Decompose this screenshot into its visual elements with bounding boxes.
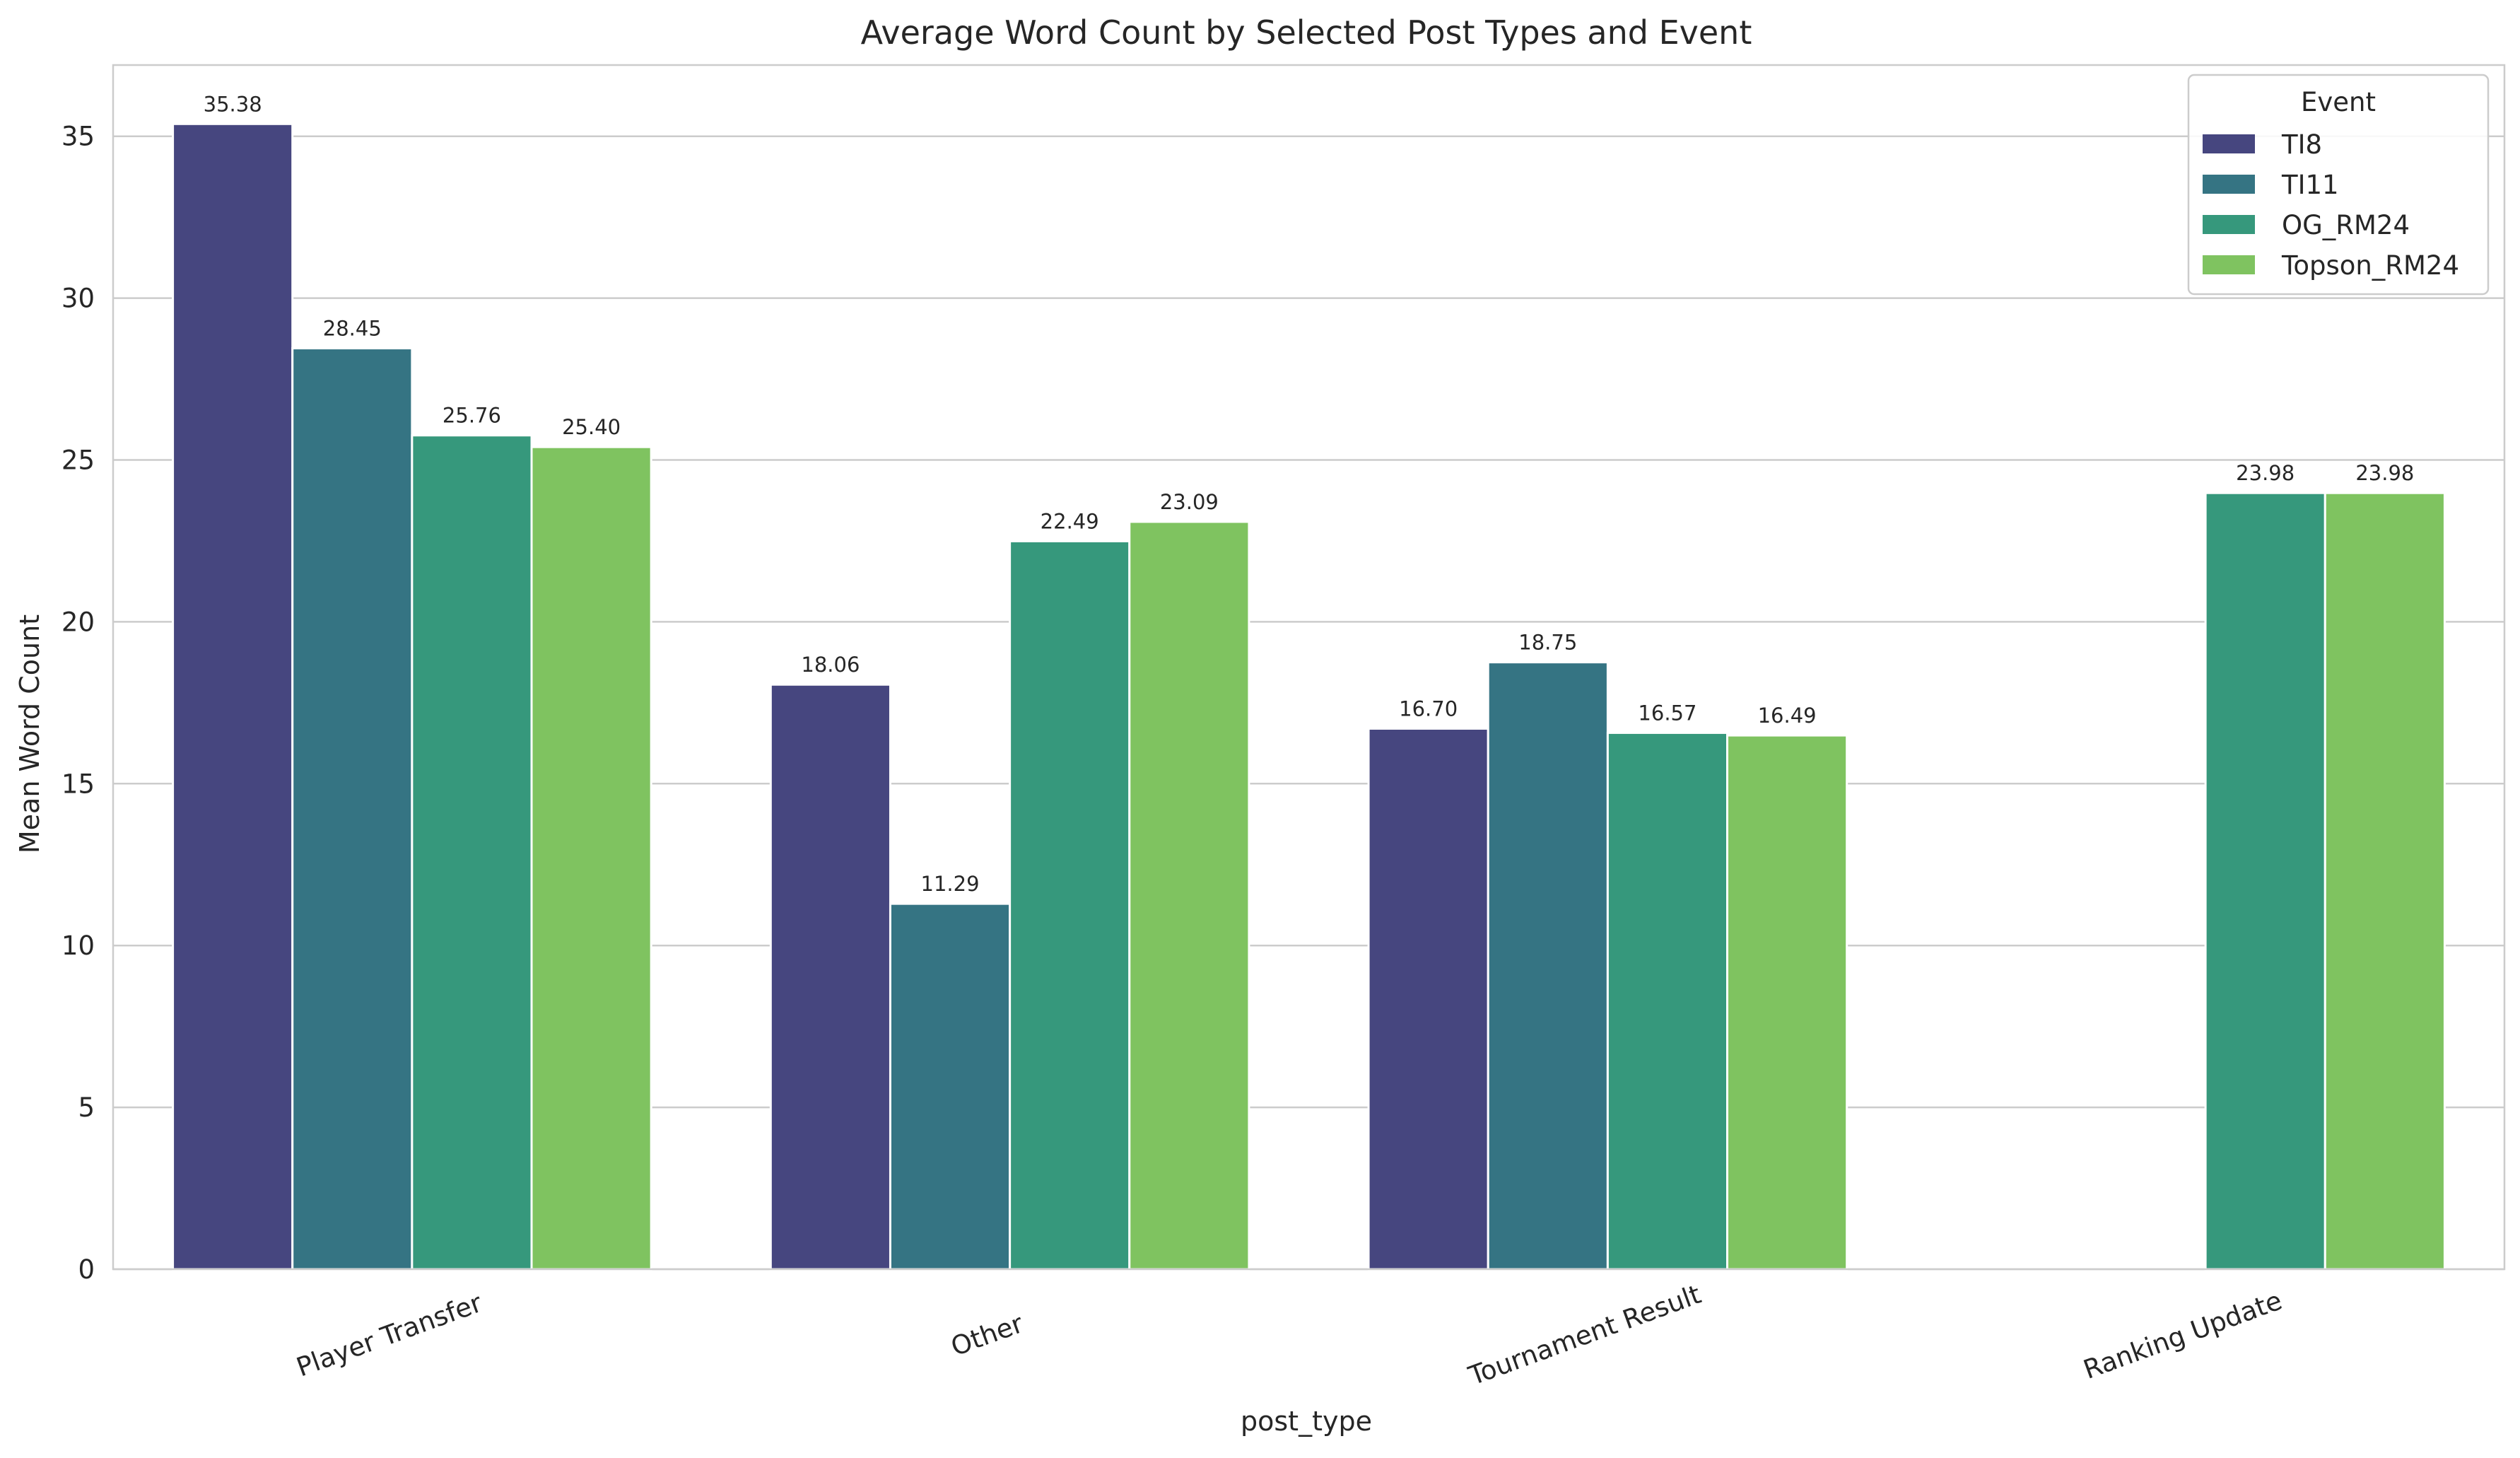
bar-topson-rm24	[530, 445, 652, 1271]
bar-topson-rm24	[2323, 491, 2446, 1271]
legend-swatch	[2203, 134, 2255, 153]
bar-value-label: 16.57	[1638, 701, 1696, 725]
bar-ti8	[172, 122, 294, 1271]
y-tick-label: 25	[61, 445, 95, 476]
bar-value-label: 16.49	[1758, 704, 1817, 728]
y-tick-label: 5	[78, 1092, 95, 1123]
bar-topson-rm24	[1128, 520, 1250, 1271]
y-tick-label: 10	[61, 931, 95, 961]
bar-value-label: 23.98	[2355, 461, 2414, 485]
plot-frame	[112, 64, 2506, 1271]
bar-value-label: 25.76	[443, 404, 501, 428]
bars	[172, 122, 2446, 1271]
bar-value-label: 28.45	[323, 317, 382, 341]
bar-og-rm24	[1009, 540, 1131, 1271]
y-axis-label: Mean Word Count	[14, 614, 45, 853]
legend-swatch	[2203, 215, 2255, 234]
legend-swatch	[2203, 175, 2255, 194]
bar-value-label: 18.06	[801, 653, 860, 677]
bar-ti8	[1367, 727, 1489, 1271]
bar-og-rm24	[2204, 491, 2326, 1271]
bar-ti11	[291, 347, 414, 1271]
legend-label: TI11	[2281, 170, 2339, 200]
y-tick-label: 35	[61, 122, 95, 152]
bar-value-label: 25.40	[562, 415, 621, 439]
bar-ti8	[769, 683, 891, 1271]
bar-value-label: 11.29	[921, 872, 980, 896]
bar-og-rm24	[411, 434, 533, 1271]
y-axis-ticks: 0 5 10 15 20 25 30 35	[61, 122, 95, 1285]
x-axis-label: post_type	[1241, 1406, 1372, 1437]
legend-label: Topson_RM24	[2281, 250, 2459, 281]
legend-swatch	[2203, 255, 2255, 274]
bar-ti11	[889, 902, 1012, 1271]
legend: Event TI8 TI11 OG_RM24 Topson_RM24	[2187, 74, 2490, 296]
bar-labels: 35.38 28.45 25.76 25.40 18.06 11.29 22.49 23.09…	[204, 92, 2415, 896]
bar-value-label: 16.70	[1399, 696, 1458, 721]
legend-items: TI8 TI11 OG_RM24 Topson_RM24	[2203, 129, 2459, 281]
bar-topson-rm24	[1726, 734, 1848, 1271]
legend-label: TI8	[2281, 129, 2322, 160]
bar-value-label: 23.98	[2236, 461, 2295, 485]
y-tick-label: 0	[78, 1254, 95, 1285]
y-tick-label: 20	[61, 607, 95, 637]
y-tick-label: 15	[61, 769, 95, 799]
bar-value-label: 22.49	[1041, 509, 1099, 533]
bar-value-label: 18.75	[1518, 631, 1577, 655]
legend-label: OG_RM24	[2282, 210, 2410, 240]
legend-frame	[2187, 74, 2490, 296]
bar-og-rm24	[1606, 731, 1729, 1271]
bar-value-label: 23.09	[1160, 490, 1219, 514]
y-tick-label: 30	[61, 284, 95, 314]
chart-title: Average Word Count by Selected Post Type…	[861, 13, 1752, 52]
legend-title: Event	[2301, 87, 2376, 117]
bar-value-label: 35.38	[204, 92, 262, 116]
bar-ti11	[1487, 661, 1609, 1271]
